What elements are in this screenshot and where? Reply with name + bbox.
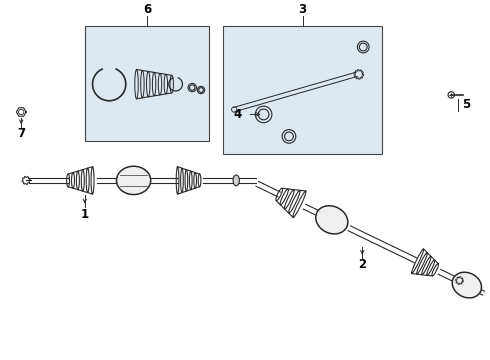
Ellipse shape [233, 175, 240, 186]
Ellipse shape [316, 206, 348, 234]
Text: 1: 1 [81, 208, 89, 221]
Text: 4: 4 [234, 108, 242, 121]
Ellipse shape [452, 272, 482, 298]
Text: 2: 2 [358, 258, 367, 271]
FancyBboxPatch shape [223, 27, 382, 153]
Ellipse shape [117, 166, 151, 194]
Text: 3: 3 [298, 3, 307, 16]
Text: 5: 5 [462, 98, 470, 111]
FancyBboxPatch shape [85, 27, 209, 141]
Text: 7: 7 [17, 127, 25, 140]
Text: 6: 6 [143, 3, 151, 16]
